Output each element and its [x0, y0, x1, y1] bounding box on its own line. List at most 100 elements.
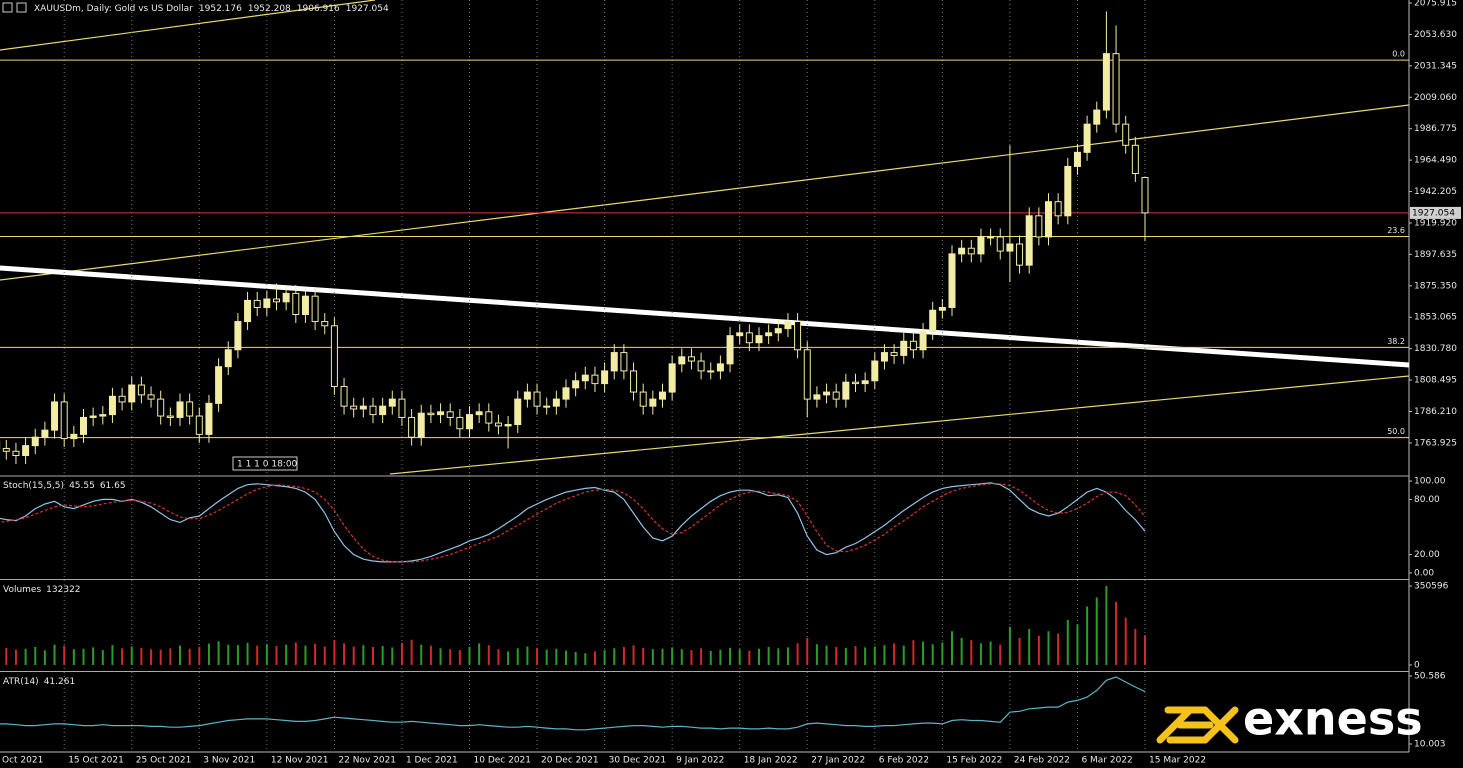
candle-body: [2, 447, 10, 452]
candle-body: [282, 292, 290, 303]
candle-body: [485, 411, 493, 424]
candle-body: [832, 391, 840, 400]
volume-bar: [902, 645, 905, 665]
volume-bar: [719, 649, 722, 665]
candle-body: [987, 236, 995, 239]
volume-bar: [333, 640, 336, 665]
volume-bar: [893, 643, 896, 665]
volume-bar: [526, 646, 529, 665]
candle-body: [1102, 53, 1110, 111]
volume-bar: [468, 646, 471, 665]
candle-body: [137, 384, 145, 396]
volume-bar: [217, 641, 220, 665]
volume-bar: [622, 646, 625, 665]
volume-bar: [1047, 631, 1050, 665]
icon: [2, 2, 13, 13]
volume-bar: [989, 641, 992, 665]
y-tick-label: 20.00: [1414, 550, 1440, 560]
volume-bar: [835, 646, 838, 665]
y-tick-label: 1964.490: [1414, 156, 1457, 166]
logo-icon: [1156, 706, 1239, 744]
candle-body: [437, 411, 445, 416]
candle-body: [321, 321, 329, 327]
candle-body: [1006, 243, 1014, 252]
panel-value: 132322: [46, 585, 80, 595]
candle-body: [794, 321, 802, 351]
volume-bar: [565, 650, 567, 665]
candle-body: [1141, 176, 1149, 214]
candle-body: [861, 380, 869, 385]
volume-bar: [545, 649, 548, 665]
volume-bar: [873, 646, 876, 665]
volume-bar: [188, 648, 191, 665]
candle-body: [697, 360, 705, 372]
header-value: 1952.176: [199, 4, 242, 14]
volume-bar: [410, 639, 413, 665]
candle-body: [620, 352, 628, 372]
volume-bar: [198, 646, 201, 665]
volume-bar: [806, 637, 809, 665]
x-tick-label: 30 Dec 2021: [609, 756, 667, 766]
volume-bar: [478, 643, 481, 665]
timer-label: 1 1 1 0 18:00: [237, 460, 298, 470]
y-tick-label: 2031.345: [1414, 61, 1457, 71]
volume-bar: [767, 646, 770, 665]
volume-bar: [391, 647, 394, 665]
candle-body: [736, 332, 744, 337]
candle-body: [880, 352, 888, 362]
volume-bar: [256, 645, 259, 665]
volume-bar: [352, 646, 355, 665]
volume-bar: [275, 646, 278, 665]
candle-body: [890, 352, 898, 356]
candle-body: [292, 292, 300, 316]
volume-bar: [970, 640, 973, 665]
candle-body: [224, 349, 232, 368]
candle-body: [118, 395, 126, 403]
volume-bar: [1144, 635, 1146, 665]
volume-bar: [1105, 586, 1108, 665]
header-value: 1927.054: [346, 4, 389, 14]
candle-body: [80, 416, 87, 435]
candle-body: [12, 450, 20, 457]
fib-label: 50.0: [1387, 427, 1405, 436]
candle-body: [572, 380, 580, 389]
logo-stroke: [1201, 706, 1239, 744]
candle-body: [176, 401, 184, 418]
candle-body: [1131, 144, 1139, 175]
candle-body: [205, 402, 213, 435]
x-tick-label: 15 Mar 2022: [1149, 756, 1206, 766]
y-tick-label: 10.003: [1414, 739, 1446, 749]
y-tick-label: 1763.925: [1414, 438, 1457, 448]
candle-body: [244, 299, 252, 323]
candle-body: [456, 416, 464, 430]
volume-bar: [43, 650, 46, 665]
volume-bar: [671, 647, 674, 665]
x-tick-label: 6 Mar 2022: [1081, 756, 1132, 766]
volume-bar: [922, 641, 925, 665]
candle-body: [668, 363, 676, 393]
volume-bar: [777, 648, 780, 665]
header-value: 1906.916: [297, 4, 340, 14]
candle-body: [273, 298, 280, 303]
candle-body: [1093, 109, 1101, 125]
candle-body: [1054, 201, 1062, 217]
header-value: 1952.208: [248, 4, 291, 14]
x-tick-label: 18 Jan 2022: [744, 756, 798, 766]
volume-bar: [150, 649, 153, 665]
volume-bar: [207, 643, 210, 665]
indicator-line: [0, 482, 1146, 563]
candle-body: [562, 387, 570, 400]
volume-bar: [449, 649, 452, 665]
volume-bar: [285, 644, 288, 665]
y-tick-label: 0: [1414, 660, 1420, 670]
y-tick-label: 1786.210: [1414, 407, 1457, 417]
candle-body: [99, 414, 107, 417]
fib-label: 38.2: [1387, 337, 1405, 346]
y-tick-label: 1875.350: [1414, 281, 1457, 291]
volume-bar: [227, 644, 230, 665]
price-tag-label: 1927.054: [1412, 208, 1455, 218]
x-tick-label: 12 Nov 2021: [271, 756, 329, 766]
candle-body: [514, 398, 522, 425]
